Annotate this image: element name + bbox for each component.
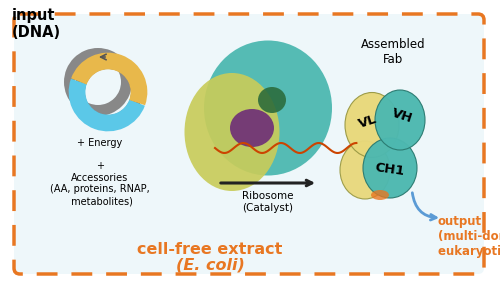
Text: input
(DNA): input (DNA): [12, 8, 61, 40]
Ellipse shape: [204, 41, 332, 176]
Text: + Energy

+
Accessories
(AA, proteins, RNAP,
 metabolites): + Energy + Accessories (AA, proteins, RN…: [50, 138, 150, 206]
Ellipse shape: [184, 73, 280, 191]
Text: CH1: CH1: [374, 162, 406, 179]
Ellipse shape: [258, 87, 286, 113]
Ellipse shape: [340, 141, 390, 199]
Text: Ribosome
(Catalyst): Ribosome (Catalyst): [242, 191, 294, 213]
Text: Assembled
Fab: Assembled Fab: [360, 38, 426, 66]
Text: cell-free extract: cell-free extract: [138, 242, 282, 257]
FancyBboxPatch shape: [14, 14, 484, 274]
Ellipse shape: [230, 109, 274, 147]
Ellipse shape: [371, 190, 389, 200]
Text: VL: VL: [357, 113, 379, 131]
Ellipse shape: [363, 138, 417, 198]
Text: output
(multi-domain
eukaryotic proteins): output (multi-domain eukaryotic proteins…: [438, 215, 500, 258]
Ellipse shape: [345, 93, 399, 158]
Ellipse shape: [375, 90, 425, 150]
Text: (E. coli): (E. coli): [176, 257, 244, 272]
Text: VH: VH: [390, 106, 414, 126]
